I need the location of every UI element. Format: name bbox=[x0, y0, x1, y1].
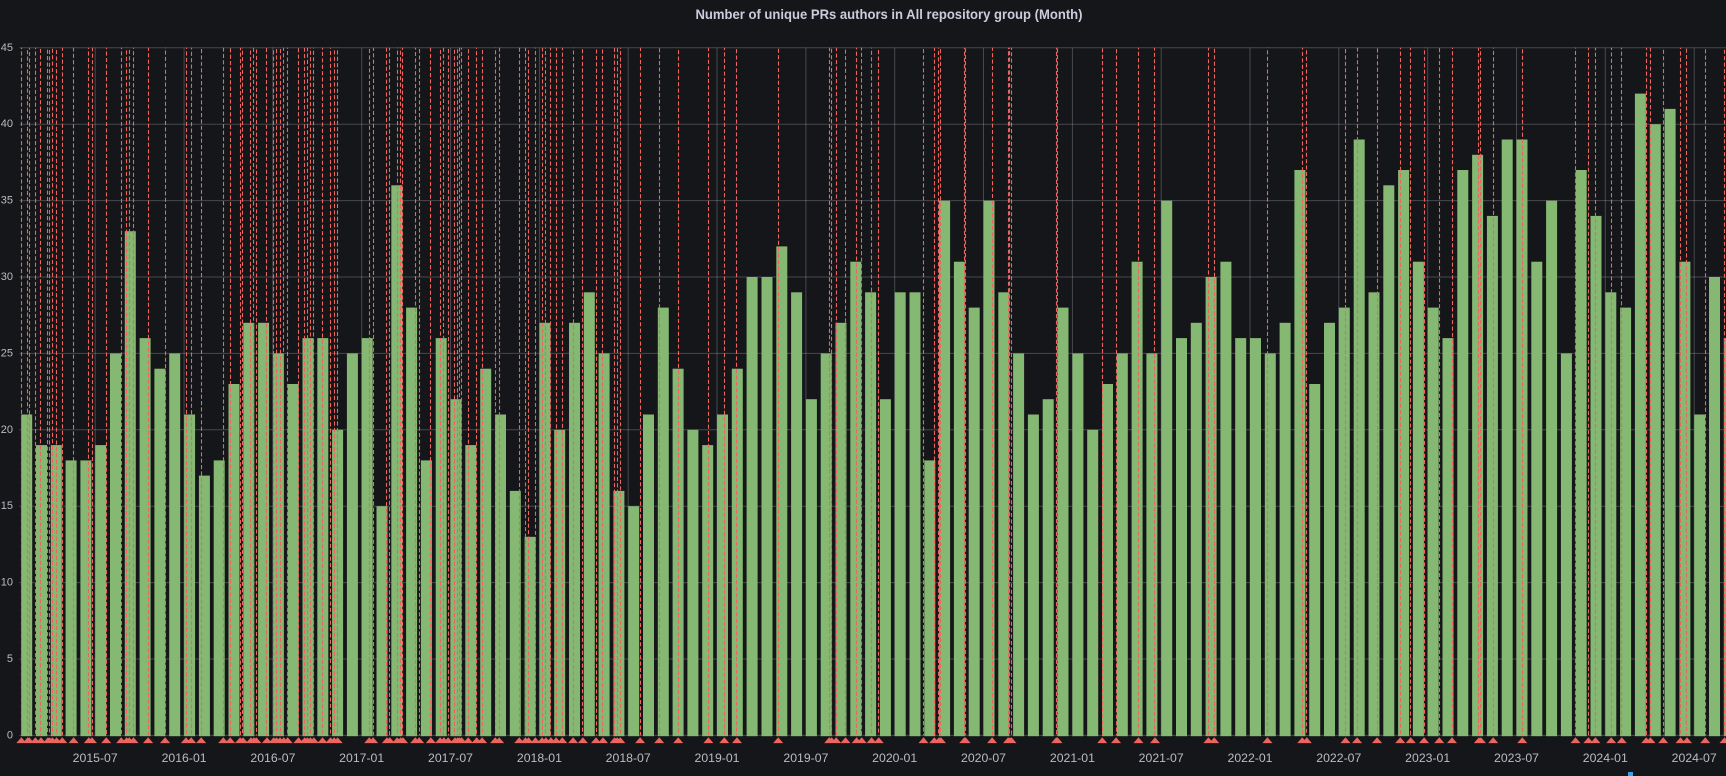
svg-text:2020-01: 2020-01 bbox=[872, 751, 917, 765]
svg-text:2019-07: 2019-07 bbox=[783, 751, 828, 765]
svg-text:2015-07: 2015-07 bbox=[73, 751, 118, 765]
svg-text:0: 0 bbox=[7, 729, 13, 741]
svg-text:2017-07: 2017-07 bbox=[428, 751, 473, 765]
svg-text:5: 5 bbox=[7, 653, 13, 665]
svg-text:2018-01: 2018-01 bbox=[517, 751, 562, 765]
svg-text:15: 15 bbox=[1, 500, 13, 512]
svg-text:40: 40 bbox=[1, 118, 13, 130]
svg-text:25: 25 bbox=[1, 347, 13, 359]
svg-text:2020-07: 2020-07 bbox=[961, 751, 1006, 765]
svg-text:2017-01: 2017-01 bbox=[339, 751, 384, 765]
svg-text:2023-07: 2023-07 bbox=[1494, 751, 1539, 765]
svg-text:45: 45 bbox=[1, 42, 13, 54]
svg-text:2021-07: 2021-07 bbox=[1139, 751, 1184, 765]
svg-text:20: 20 bbox=[1, 424, 13, 436]
svg-text:2022-01: 2022-01 bbox=[1228, 751, 1273, 765]
svg-text:2021-01: 2021-01 bbox=[1050, 751, 1095, 765]
svg-text:35: 35 bbox=[1, 195, 13, 207]
svg-text:2018-07: 2018-07 bbox=[606, 751, 651, 765]
svg-text:2024-07: 2024-07 bbox=[1672, 751, 1717, 765]
svg-text:10: 10 bbox=[1, 577, 13, 589]
svg-text:2024-01: 2024-01 bbox=[1583, 751, 1628, 765]
svg-text:2016-01: 2016-01 bbox=[162, 751, 207, 765]
svg-text:Number of unique PRs authors i: Number of unique PRs authors in All repo… bbox=[696, 6, 1083, 22]
svg-text:2023-01: 2023-01 bbox=[1405, 751, 1450, 765]
svg-text:2019-01: 2019-01 bbox=[695, 751, 740, 765]
svg-text:30: 30 bbox=[1, 271, 13, 283]
svg-text:2022-07: 2022-07 bbox=[1316, 751, 1361, 765]
svg-text:2016-07: 2016-07 bbox=[250, 751, 295, 765]
